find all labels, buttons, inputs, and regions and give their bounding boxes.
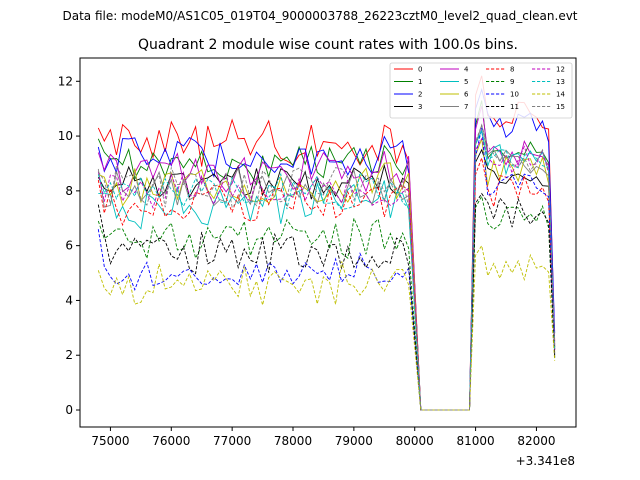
legend-label-1: 1 — [418, 78, 422, 86]
series-line-0 — [97, 75, 556, 411]
y-tick-label: 0 — [65, 403, 73, 417]
y-tick-label: 6 — [65, 239, 73, 253]
legend-label-2: 2 — [418, 91, 422, 99]
legend-label-7: 7 — [464, 103, 468, 111]
y-tick-label: 10 — [58, 129, 73, 143]
x-tick-label: 77000 — [213, 434, 251, 448]
legend-label-9: 9 — [510, 78, 514, 86]
series-line-9 — [97, 195, 556, 411]
x-tick-label: 80000 — [396, 434, 434, 448]
legend-label-12: 12 — [556, 66, 565, 74]
y-tick-label: 12 — [58, 74, 73, 88]
series-line-8 — [97, 156, 556, 411]
series-line-5 — [98, 129, 556, 411]
y-tick-label: 8 — [65, 184, 73, 198]
x-axis: 75000 76000 77000 78000 79000 80000 81000 82000 — [91, 427, 556, 448]
x-offset-label: +3.341e8 — [516, 454, 575, 468]
series-line-10 — [97, 127, 556, 411]
series-line-11 — [97, 192, 556, 411]
series-line-4 — [97, 105, 556, 411]
legend-label-13: 13 — [556, 78, 565, 86]
legend-label-15: 15 — [556, 103, 565, 111]
legend-label-0: 0 — [418, 66, 422, 74]
y-axis: 0 2 4 6 8 10 12 — [58, 74, 80, 417]
legend-label-4: 4 — [464, 66, 469, 74]
series-line-3 — [97, 148, 556, 411]
legend-label-10: 10 — [510, 91, 519, 99]
legend-label-8: 8 — [510, 66, 514, 74]
series-line-6 — [98, 138, 556, 411]
plot-frame — [79, 57, 577, 428]
series-line-15 — [97, 123, 556, 411]
y-tick-label: 2 — [65, 348, 73, 362]
series-line-14 — [97, 244, 556, 411]
x-tick-label: 76000 — [152, 434, 190, 448]
x-tick-label: 81000 — [456, 434, 494, 448]
legend-label-11: 11 — [510, 103, 519, 111]
y-tick-label: 4 — [65, 293, 73, 307]
legend-label-14: 14 — [556, 91, 565, 99]
legend-label-3: 3 — [418, 103, 422, 111]
x-tick-label: 75000 — [91, 434, 129, 448]
series-line-12 — [97, 137, 556, 411]
chart-title: Quadrant 2 module wise count rates with … — [138, 37, 518, 53]
legend-label-5: 5 — [464, 78, 468, 86]
series-line-13 — [97, 129, 556, 411]
data-file-label: Data file: modeM0/AS1C05_019T04_90000037… — [62, 9, 577, 23]
x-tick-label: 82000 — [517, 434, 555, 448]
legend-label-6: 6 — [464, 91, 469, 99]
x-tick-label: 78000 — [274, 434, 312, 448]
series-layer — [97, 75, 556, 411]
x-tick-label: 79000 — [335, 434, 373, 448]
legend-box — [389, 62, 573, 119]
